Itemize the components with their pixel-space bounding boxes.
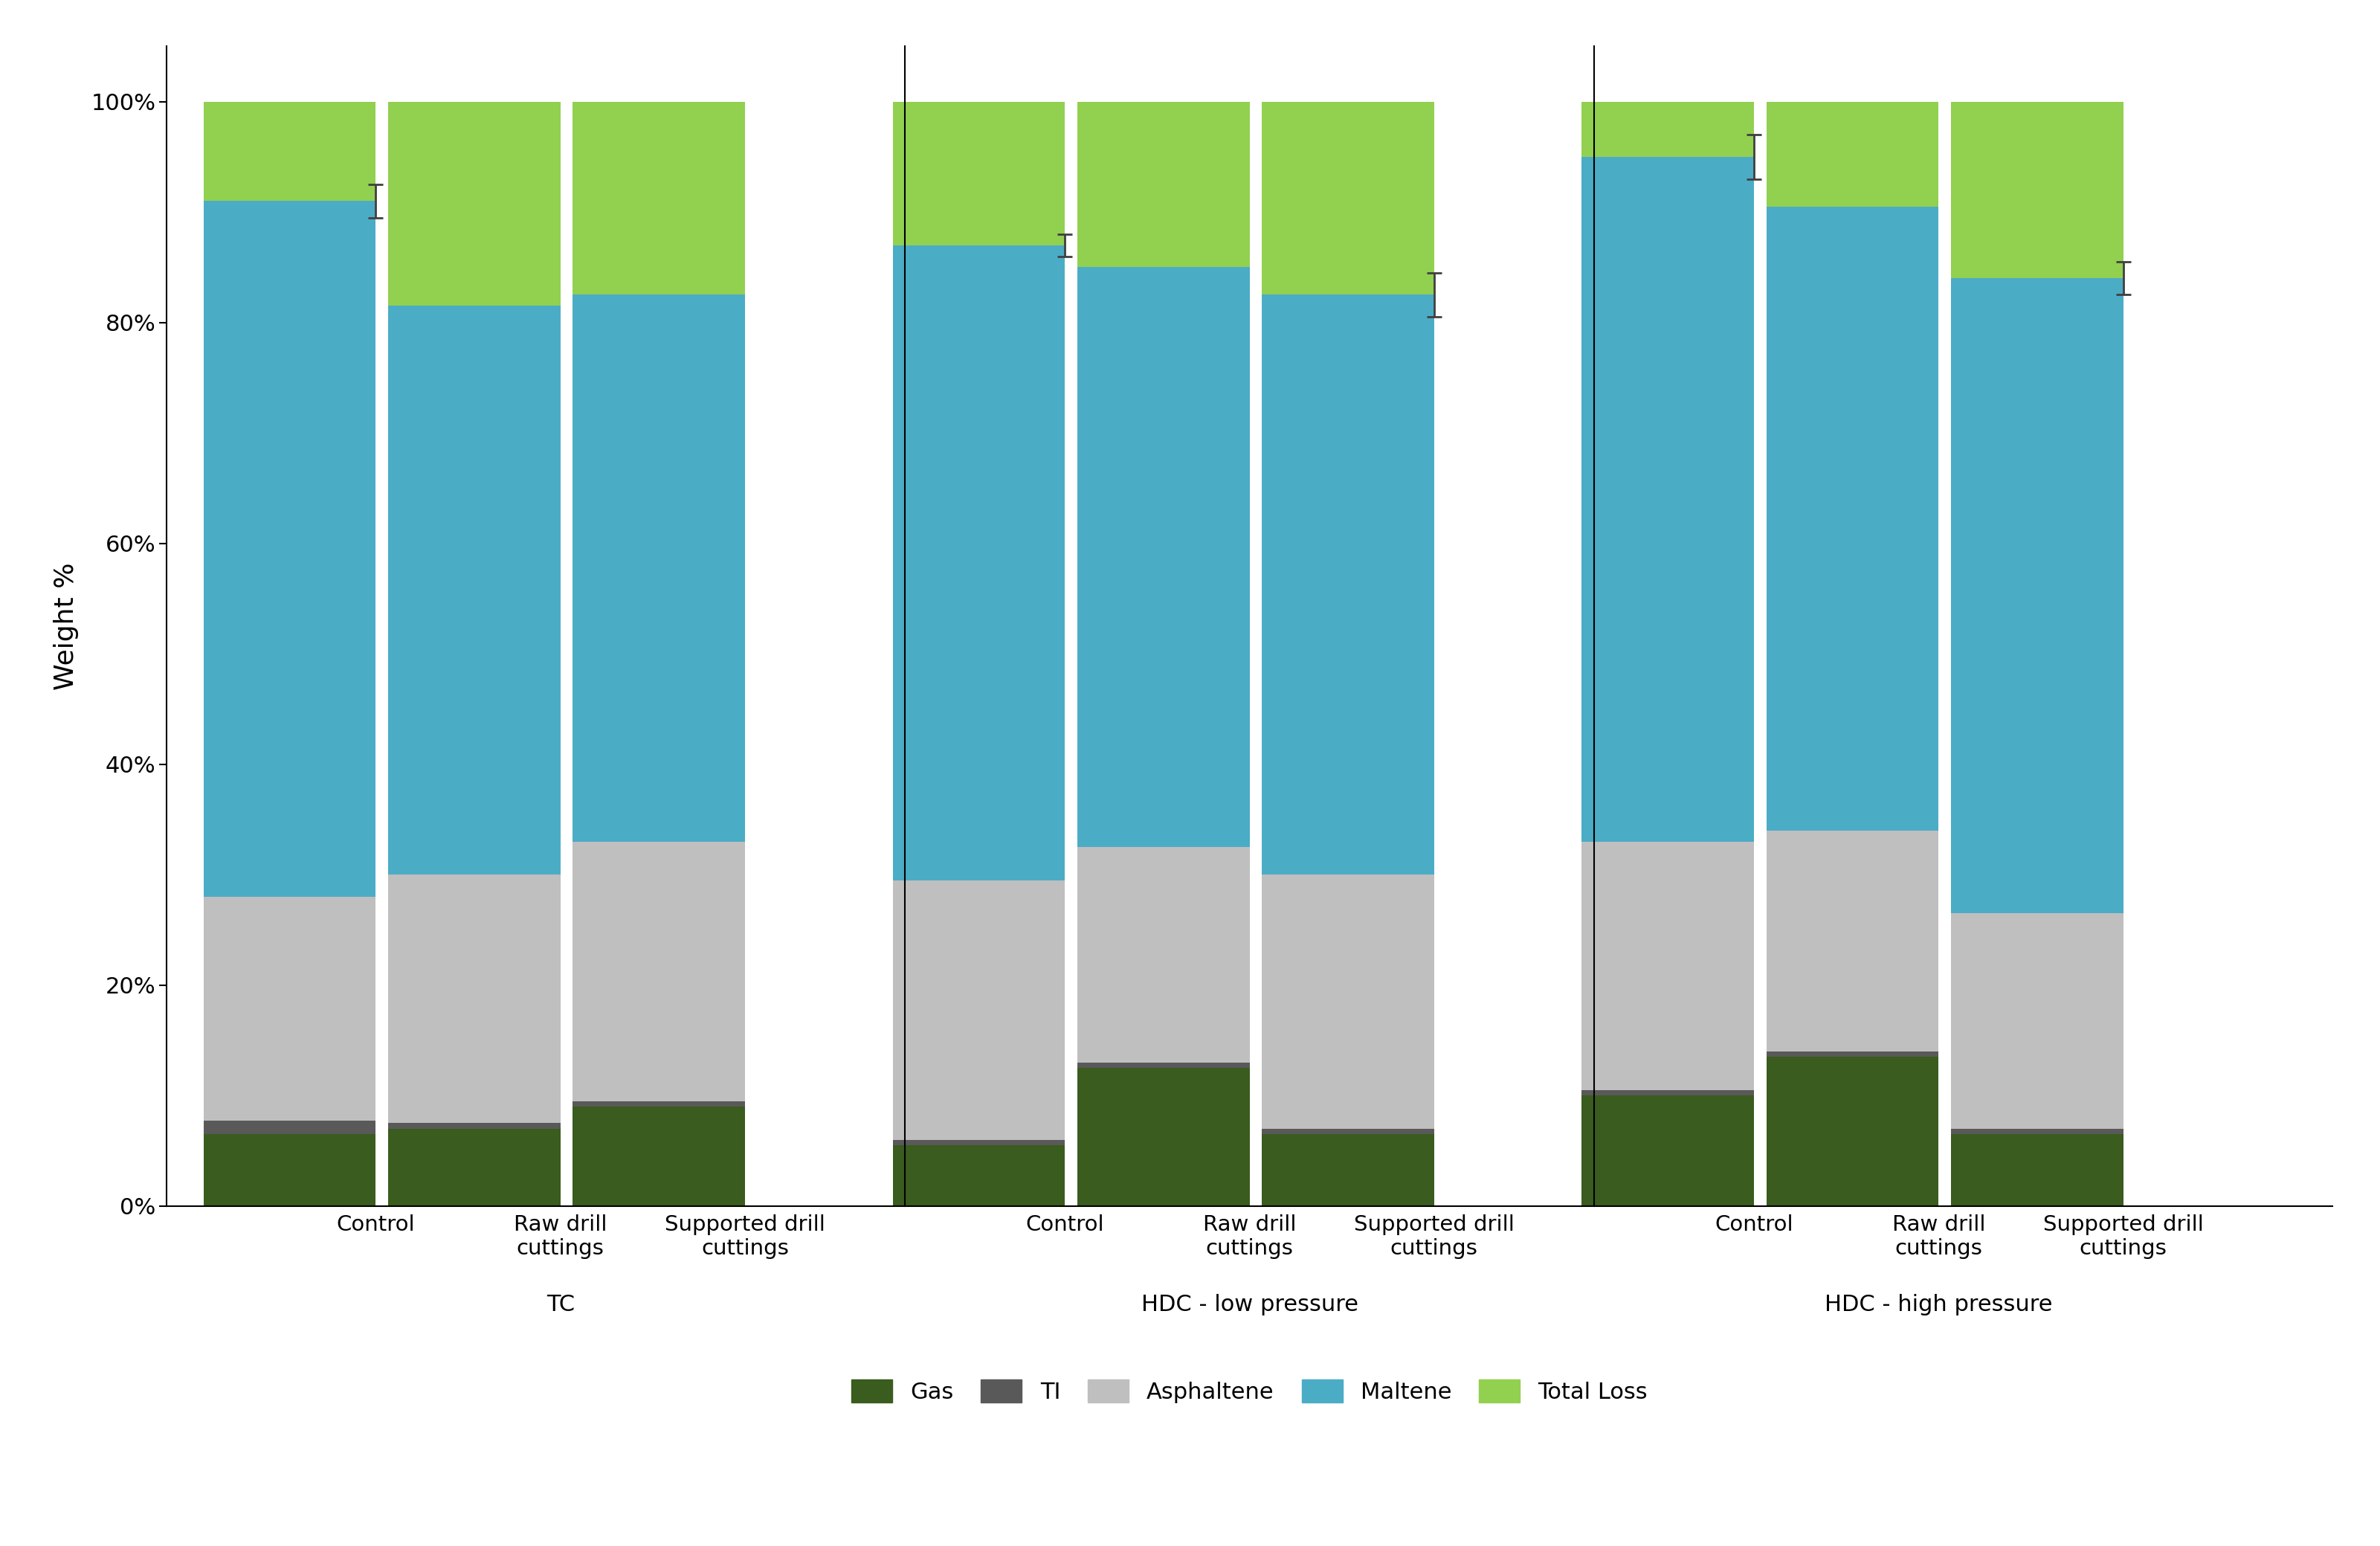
Bar — [205, 897, 376, 1121]
Bar — [1078, 847, 1250, 1062]
Bar — [1583, 156, 1754, 841]
Bar — [388, 102, 559, 306]
Bar — [1261, 1135, 1435, 1206]
Bar — [1766, 207, 1940, 830]
Bar — [892, 246, 1064, 880]
Bar — [1766, 830, 1940, 1051]
Bar — [205, 102, 376, 201]
Bar — [388, 1129, 559, 1206]
Bar — [1766, 1051, 1940, 1057]
Bar — [1952, 1129, 2123, 1135]
Bar — [574, 295, 745, 841]
Bar — [574, 1101, 745, 1107]
Bar — [205, 1135, 376, 1206]
Legend: Gas, TI, Asphaltene, Maltene, Total Loss: Gas, TI, Asphaltene, Maltene, Total Loss — [852, 1379, 1647, 1404]
Bar — [388, 306, 559, 875]
Bar — [574, 1107, 745, 1206]
Bar — [205, 1121, 376, 1135]
Bar — [1766, 102, 1940, 207]
Bar — [1952, 278, 2123, 914]
Text: HDC - low pressure: HDC - low pressure — [1140, 1294, 1359, 1316]
Bar — [1583, 841, 1754, 1090]
Bar — [892, 1139, 1064, 1146]
Bar — [1583, 102, 1754, 156]
Bar — [574, 102, 745, 295]
Bar — [1583, 1090, 1754, 1096]
Bar — [892, 880, 1064, 1139]
Bar — [1078, 1062, 1250, 1068]
Bar — [1766, 1057, 1940, 1206]
Bar — [574, 841, 745, 1101]
Bar — [205, 201, 376, 897]
Bar — [1952, 914, 2123, 1129]
Text: HDC - high pressure: HDC - high pressure — [1825, 1294, 2052, 1316]
Y-axis label: Weight %: Weight % — [52, 563, 79, 690]
Bar — [892, 1146, 1064, 1206]
Bar — [1261, 1129, 1435, 1135]
Bar — [1583, 1096, 1754, 1206]
Bar — [388, 875, 559, 1122]
Bar — [1261, 875, 1435, 1129]
Bar — [1952, 102, 2123, 278]
Bar — [1261, 102, 1435, 295]
Text: TC: TC — [545, 1294, 574, 1316]
Bar — [1261, 295, 1435, 875]
Bar — [388, 1122, 559, 1129]
Bar — [1078, 1068, 1250, 1206]
Bar — [1078, 267, 1250, 847]
Bar — [1078, 102, 1250, 267]
Bar — [892, 102, 1064, 246]
Bar — [1952, 1135, 2123, 1206]
